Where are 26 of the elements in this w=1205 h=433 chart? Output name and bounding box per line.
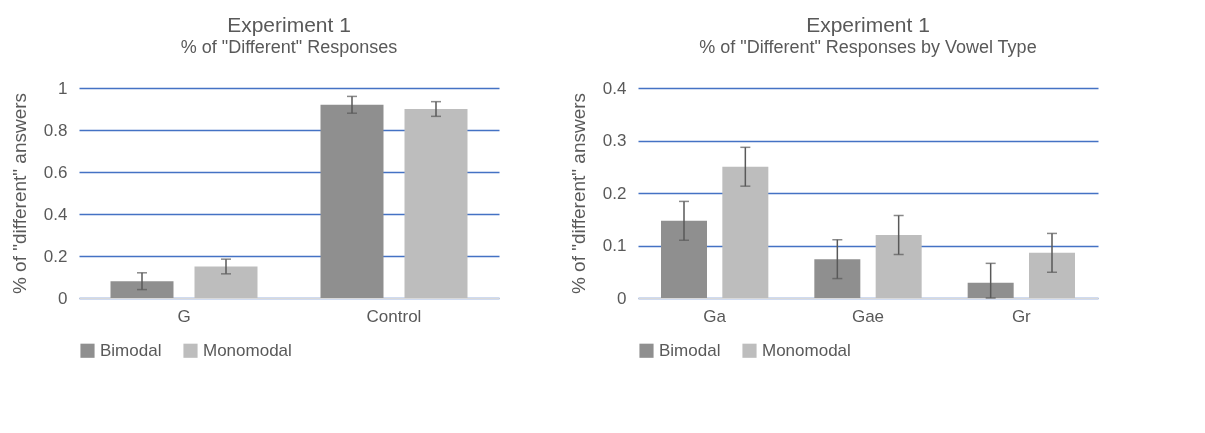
- x-tick-label: Gr: [1011, 306, 1032, 326]
- y-tick-label: 1: [58, 78, 68, 98]
- x-tick-label: G: [177, 306, 191, 326]
- y-tick-label: 0.4: [43, 204, 68, 224]
- y-tick-label: 0: [617, 288, 627, 308]
- chart-title: Experiment 1: [227, 13, 351, 36]
- y-axis-title: % of "different" answers: [8, 92, 30, 295]
- legend-label: Bimodal: [100, 340, 162, 360]
- y-tick-label: 0.8: [43, 120, 68, 140]
- y-tick-label: 0: [58, 288, 68, 308]
- chart-subtitle: % of "Different" Responses by Vowel Type: [699, 37, 1037, 57]
- legend-label: Monomodal: [762, 340, 851, 360]
- chart-title: Experiment 1: [806, 13, 930, 36]
- legend-label: Bimodal: [659, 340, 721, 360]
- y-tick-label: 0.4: [602, 78, 627, 98]
- x-tick-label: Control: [366, 306, 422, 326]
- y-axis-title: % of "different" answers: [567, 92, 589, 295]
- x-tick-label: Gae: [851, 306, 885, 326]
- chart-subtitle: % of "Different" Responses: [180, 37, 398, 57]
- legend-label: Monomodal: [203, 340, 292, 360]
- x-tick-label: Ga: [703, 306, 727, 326]
- y-tick-label: 0.6: [43, 162, 68, 182]
- y-tick-label: 0.1: [602, 236, 627, 255]
- y-tick-label: 0.2: [43, 246, 68, 266]
- y-tick-label: 0.3: [602, 131, 627, 150]
- y-tick-label: 0.2: [602, 183, 627, 203]
